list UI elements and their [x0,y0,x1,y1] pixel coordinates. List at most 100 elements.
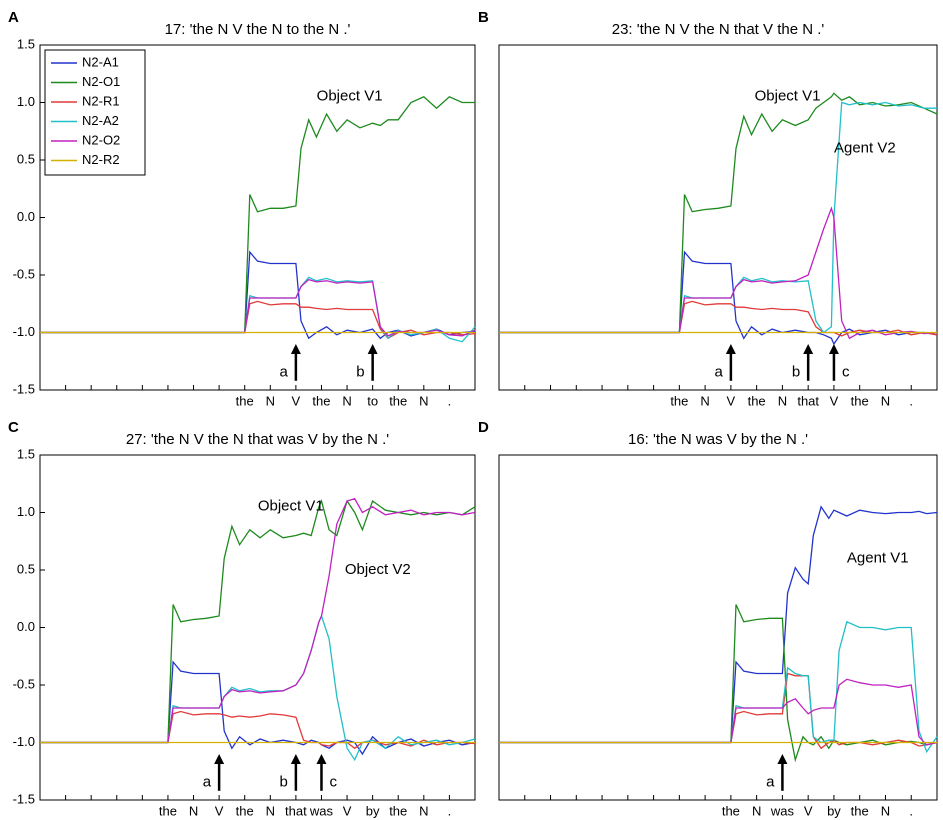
arrow-label: a [766,774,775,791]
series-line [499,505,938,744]
x-tick-label: V [804,803,813,818]
annotation: Agent V2 [834,139,896,156]
arrow-label: b [280,774,288,791]
arrow-head [828,344,839,354]
series-line [40,278,476,337]
arrow-head [803,344,814,354]
legend-box [44,49,146,176]
x-tick-label: V [727,393,736,408]
y-tick-label: 0.5 [17,151,35,166]
y-tick-label: -0.5 [13,266,35,281]
x-tick-label: N [189,803,198,818]
panel-letter: C [8,419,19,436]
arrow-head [214,754,225,764]
annotation: Object V1 [317,88,383,105]
x-tick-label: N [266,803,275,818]
x-tick-label: the [722,803,740,818]
arrow-head [777,754,788,764]
arrow-label: a [280,364,289,381]
panel-title: 16: 'the N was V by the N .' [628,431,808,448]
annotation: Object V1 [755,88,821,105]
x-tick-label: . [909,393,913,408]
annotation: Object V1 [258,498,324,515]
x-tick-label: V [830,393,839,408]
series-line [499,620,938,754]
x-tick-label: N [881,803,890,818]
series-line [499,672,938,750]
arrow-label: c [842,364,850,381]
panel-letter: D [478,419,489,436]
series-line [40,614,476,762]
x-tick-label: that [797,393,819,408]
plot-frame [498,454,938,801]
x-tick-label: the [159,803,177,818]
x-tick-label: by [366,803,380,818]
arrow-head [316,754,327,764]
y-tick-label: 1.5 [17,36,35,51]
arrow-head [290,344,301,354]
x-tick-label: the [748,393,766,408]
x-tick-label: that [285,803,307,818]
arrow-label: a [715,364,724,381]
x-tick-label: the [851,803,869,818]
x-tick-label: the [236,393,254,408]
series-line [499,92,938,334]
y-tick-label: -0.5 [13,676,35,691]
x-tick-label: the [389,393,407,408]
y-tick-label: 1.5 [17,446,35,461]
y-tick-label: -1.5 [13,381,35,396]
legend-label: N2-O1 [82,74,120,89]
x-tick-label: . [448,803,452,818]
series-line [40,660,476,756]
panel-title: 17: 'the N V the N to the N .' [165,21,351,38]
legend-label: N2-R2 [82,152,120,167]
y-tick-label: 1.0 [17,94,35,109]
x-tick-label: V [292,393,301,408]
x-tick-label: N [778,393,787,408]
x-tick-label: . [448,393,452,408]
x-tick-label: the [312,393,330,408]
series-line [499,206,938,340]
x-tick-label: the [389,803,407,818]
panel-letter: B [478,9,489,26]
series-line [40,300,476,340]
legend-label: N2-A2 [82,113,119,128]
x-tick-label: N [419,803,428,818]
legend-label: N2-O2 [82,132,120,147]
y-tick-label: -1.0 [13,734,35,749]
y-tick-label: 0.0 [17,209,35,224]
x-tick-label: . [909,803,913,818]
x-tick-label: was [309,803,334,818]
x-tick-label: the [670,393,688,408]
arrow-head [367,344,378,354]
x-tick-label: by [827,803,841,818]
series-line [40,96,475,334]
legend-label: N2-R1 [82,93,120,108]
x-tick-label: to [367,393,378,408]
series-line [40,499,476,744]
annotation: Object V2 [345,561,411,578]
panel-letter: A [8,9,19,26]
x-tick-label: N [881,393,890,408]
x-tick-label: was [770,803,795,818]
x-tick-label: N [342,393,351,408]
y-tick-label: -1.5 [13,791,35,806]
series-line [499,250,938,346]
plot-frame [498,44,938,391]
arrow-label: c [329,774,337,791]
x-tick-label: V [215,803,224,818]
panel-title: 23: 'the N V the N that V the N .' [612,21,825,38]
series-line [499,678,938,746]
arrow-label: b [792,364,800,381]
x-tick-label: N [700,393,709,408]
series-line [40,250,476,340]
x-tick-label: N [752,803,761,818]
x-tick-label: N [419,393,428,408]
arrow-head [725,344,736,354]
legend-label: N2-A1 [82,54,119,69]
arrow-head [290,754,301,764]
x-tick-label: the [851,393,869,408]
panel-title: 27: 'the N V the N that was V by the N .… [126,431,389,448]
y-tick-label: 1.0 [17,504,35,519]
x-tick-label: V [343,803,352,818]
